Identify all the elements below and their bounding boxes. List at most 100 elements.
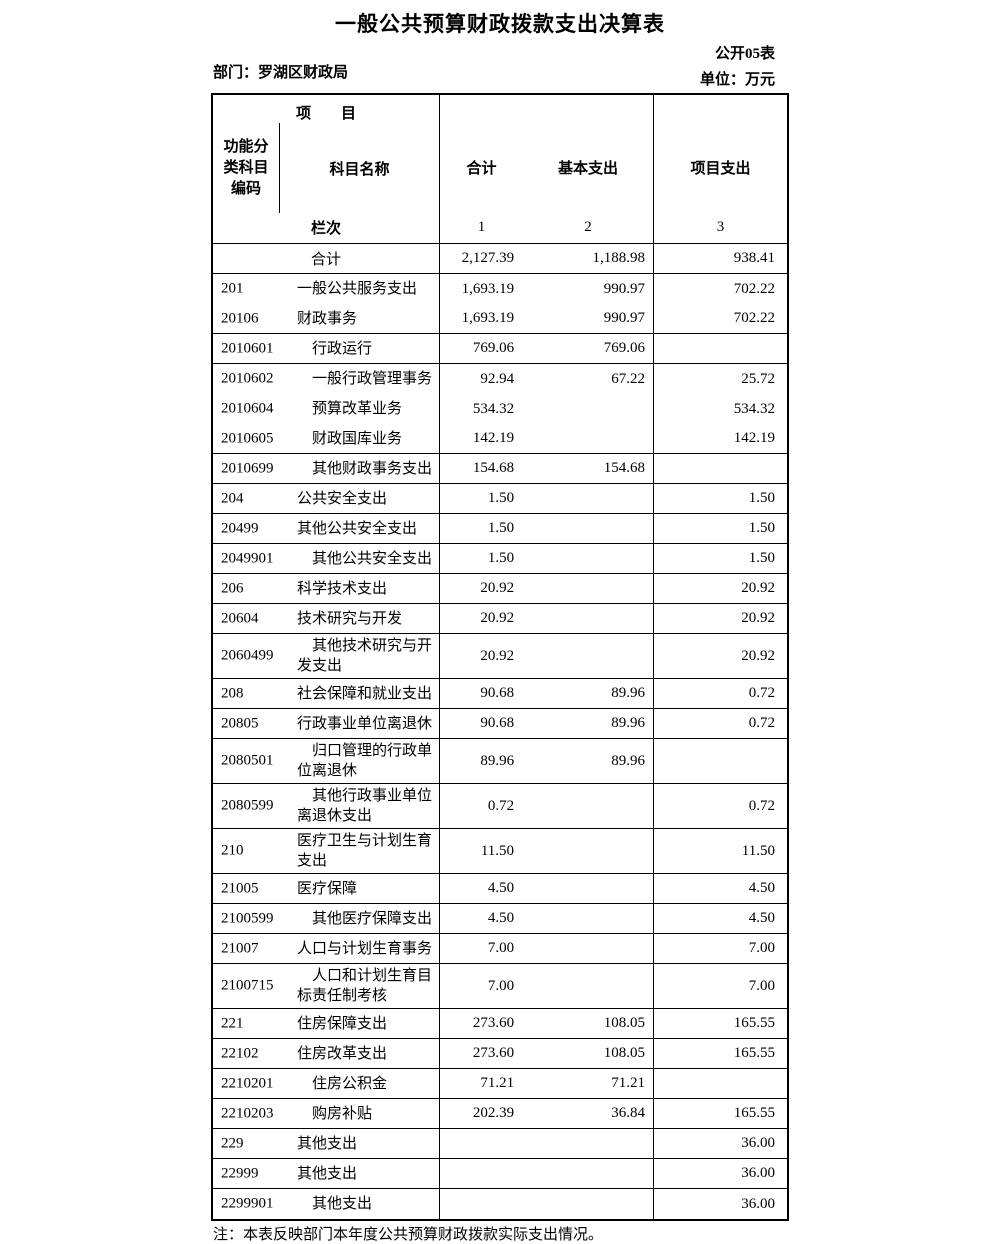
- cell-subject: 2080501 归口管理的行政单 位离退休: [213, 739, 440, 783]
- cell-total-value: 273.60: [472, 1045, 515, 1061]
- row-name: 人口和计划生育目 标责任制考核: [297, 968, 433, 1004]
- department-label: 部门：罗湖区财政局: [213, 65, 349, 81]
- cell-subject: 2010602 一般行政管理事务: [213, 364, 440, 394]
- cell-total-value: 202.39: [472, 1105, 515, 1121]
- row-name: 一般公共服务支出: [297, 281, 418, 297]
- cell-project-value: 20.92: [741, 580, 775, 596]
- cell-project-value: 4.50: [748, 880, 775, 896]
- cell-project-value: 20.92: [741, 610, 775, 626]
- header-col-num-1: 1: [477, 219, 486, 235]
- row-name: 住房改革支出: [297, 1045, 388, 1062]
- table-note: 注：本表反映部门本年度公共预算财政拨款实际支出情况。: [213, 1227, 604, 1243]
- row-name: 行政运行: [297, 340, 373, 357]
- row-code: 206: [221, 580, 244, 596]
- row-code: 204: [221, 490, 244, 506]
- cell-total-value: 7.00: [487, 940, 515, 956]
- cell-subject: 206 科学技术支出: [213, 574, 440, 603]
- cell-subject: 2100599 其他医疗保障支出: [213, 904, 440, 933]
- cell-amounts: [440, 1159, 654, 1188]
- row-code: 21005: [221, 880, 259, 896]
- cell-basic-value: 108.05: [603, 1045, 645, 1061]
- table-row: 2010601 行政运行 769.06 769.06: [213, 334, 787, 364]
- row-code: 221: [221, 1015, 244, 1031]
- header-item-band: 功能分 类科目 编码 科目名称: [213, 123, 439, 213]
- table-row: 2210203 购房补贴 202.39 36.84 165.55: [213, 1099, 787, 1129]
- row-code: 2060499: [221, 647, 274, 664]
- cell-basic-value: 154.68: [603, 460, 645, 476]
- cell-amounts: 273.60 108.05: [440, 1009, 654, 1038]
- header-cell-item: 项 目 功能分 类科目 编码 科目名称 栏次: [213, 95, 440, 243]
- cell-total-value: 1.50: [487, 520, 515, 536]
- row-name: 其他支出: [297, 1196, 373, 1212]
- cell-amounts: 71.21 71.21: [440, 1069, 654, 1098]
- header-cell-project-exp: 项目支出 3: [654, 95, 787, 243]
- cell-project-value: 20.92: [741, 647, 775, 664]
- cell-project-value: 534.32: [733, 400, 775, 417]
- header-col-num-2: 2: [584, 219, 592, 235]
- table-row: 20499 其他公共安全支出 1.50 1.50: [213, 514, 787, 544]
- cell-subject: 2210203 购房补贴: [213, 1099, 440, 1128]
- cell-subject: 合计: [213, 244, 440, 273]
- table-row: 2210201 住房公积金 71.21 71.21: [213, 1069, 787, 1099]
- table-body: 合计 2,127.39 1,188.98 938.41 201 一般公共服务支出 1,693…: [213, 244, 787, 1219]
- cell-basic-value: 89.96: [611, 752, 645, 769]
- table-row: 22999 其他支出 36.00: [213, 1159, 787, 1189]
- row-name: 其他医疗保障支出: [297, 910, 433, 927]
- cell-project-value: 165.55: [733, 1105, 775, 1121]
- cell-project-value: 0.72: [748, 797, 775, 814]
- header-amounts-band: 合计 基本支出: [440, 95, 653, 212]
- header-column-numbers: 1 2: [440, 212, 653, 243]
- table-row: 2049901 其他公共安全支出 1.50 1.50: [213, 544, 787, 574]
- cell-amounts: 154.68 154.68: [440, 454, 654, 483]
- table-row: 2100599 其他医疗保障支出 4.50 4.50: [213, 904, 787, 934]
- cell-total-value: 769.06: [472, 340, 515, 356]
- cell-amounts: 4.50: [440, 904, 654, 933]
- row-name: 其他技术研究与开 发支出: [297, 638, 433, 674]
- header-project-label: 项 目: [295, 106, 356, 122]
- row-name: 财政事务: [297, 310, 358, 327]
- cell-amounts: 20.92: [440, 634, 654, 678]
- cell-project-value: 36.00: [741, 1195, 775, 1212]
- table-row: 208 社会保障和就业支出 90.68 89.96 0.72: [213, 679, 787, 709]
- cell-amounts: 11.50: [440, 829, 654, 873]
- page-title: 一般公共预算财政拨款支出决算表: [335, 12, 665, 36]
- cell-amounts: 1.50: [440, 514, 654, 543]
- table-row: 201 一般公共服务支出 1,693.19 990.97 702.22: [213, 274, 787, 304]
- cell-basic-value: 1,188.98: [592, 250, 645, 266]
- header-total-label: 合计: [466, 161, 497, 177]
- row-code: 21007: [221, 940, 259, 956]
- row-name: 人口与计划生育事务: [297, 940, 433, 957]
- cell-amounts: 20.92: [440, 574, 654, 603]
- cell-subject: 2049901 其他公共安全支出: [213, 544, 440, 573]
- cell-amounts: 89.96 89.96: [440, 739, 654, 783]
- row-code: 2080501: [221, 752, 274, 769]
- row-name: 住房保障支出: [297, 1015, 388, 1032]
- cell-total-value: 154.68: [472, 460, 515, 476]
- cell-subject: 2010601 行政运行: [213, 334, 440, 363]
- row-code: 2010605: [221, 430, 274, 446]
- row-code: 22999: [221, 1165, 259, 1181]
- cell-basic-value: 108.05: [603, 1015, 645, 1031]
- row-name: 预算改革业务: [297, 401, 403, 417]
- cell-subject: 229 其他支出: [213, 1129, 440, 1158]
- table-code-label: 公开05表: [714, 46, 775, 62]
- cell-subject: 201 一般公共服务支出: [213, 274, 440, 304]
- cell-project-value: [654, 454, 787, 483]
- row-code: 2100599: [221, 910, 274, 926]
- table-row: 2299901 其他支出 36.00: [213, 1189, 787, 1219]
- row-name: 一般行政管理事务: [297, 371, 433, 387]
- cell-total-value: 534.32: [472, 400, 515, 417]
- cell-total-value: 2,127.39: [461, 250, 515, 266]
- table-row: 2100715 人口和计划生育目 标责任制考核 7.00 7.00: [213, 964, 787, 1009]
- header-column-numbers: 3: [654, 212, 787, 243]
- cell-project-value: 142.19: [733, 430, 775, 446]
- cell-amounts: 7.00: [440, 934, 654, 963]
- row-code: 2010602: [221, 370, 274, 387]
- cell-total-value: 0.72: [487, 797, 515, 814]
- cell-subject: 2060499 其他技术研究与开 发支出: [213, 634, 440, 678]
- cell-amounts: 90.68 89.96: [440, 709, 654, 738]
- row-code: 208: [221, 685, 244, 701]
- cell-amounts: 20.92: [440, 604, 654, 633]
- budget-table: 项 目 功能分 类科目 编码 科目名称 栏次 合计 基本支出 1 2 项目支出 …: [211, 93, 789, 1221]
- cell-project-value: [654, 739, 787, 783]
